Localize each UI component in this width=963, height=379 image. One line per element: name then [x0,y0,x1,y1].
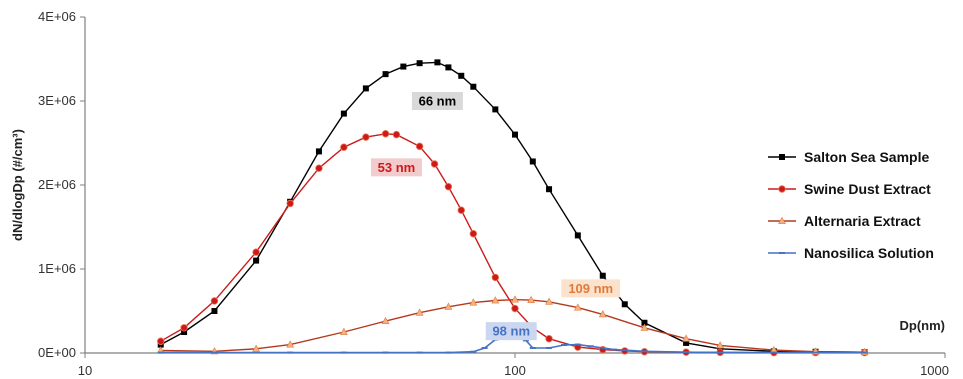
x-tick-label: 100 [504,363,526,378]
peak-label-background [411,92,463,110]
data-point [444,182,453,191]
legend-label: Swine Dust Extract [804,181,931,197]
data-point [640,323,649,331]
series-layer [156,59,869,357]
data-point [574,232,581,239]
legend-label: Alternaria Extract [804,213,921,229]
peak-label-text: 66 nm [419,94,457,109]
peak-label-text: 98 nm [492,324,530,339]
data-point [778,185,786,193]
data-point [392,130,401,139]
data-point [573,303,582,311]
x-tick-label: 1000 [920,363,949,378]
data-point [469,298,478,306]
data-point [527,295,535,303]
data-point [779,154,785,160]
data-point [430,160,439,168]
y-tick-label: 0E+00 [38,345,76,360]
data-point [470,83,477,90]
data-point [252,344,261,352]
data-point [683,339,690,346]
data-point [211,308,218,314]
data-point [546,186,553,193]
peak-label-text: 53 nm [378,160,416,175]
data-point [286,340,295,348]
peak-label-background [561,279,621,298]
y-axis-title: dN/dlogDp (#/cm³) [10,129,25,241]
data-point [315,148,322,155]
data-point [778,216,786,224]
data-point [340,143,348,151]
data-point [315,164,323,172]
data-point [339,327,348,335]
data-point [181,329,188,335]
data-point [445,64,452,71]
data-point [529,158,536,165]
data-point [157,337,165,345]
data-point [286,199,294,208]
data-point [491,273,500,282]
data-point [598,310,607,318]
data-point [458,72,465,79]
data-point [512,131,518,138]
data-point [381,130,390,138]
data-point [469,230,478,238]
data-point [340,110,347,117]
data-point [511,295,519,303]
series-swine-dust-extract [157,130,869,357]
peak-label-background [485,322,537,341]
y-tick-label: 4E+06 [38,9,76,24]
data-point [400,63,407,70]
peak-label-text: 109 nm [568,281,613,296]
peak-label: 53 nm [370,158,422,177]
data-point [457,206,465,214]
data-point [545,335,553,343]
data-point [210,297,219,305]
peak-label-background [370,158,422,177]
y-tick-label: 3E+06 [38,93,76,108]
data-point [362,133,370,141]
peak-label: 98 nm [485,322,537,341]
legend-label: Nanosilica Solution [804,245,934,261]
data-point [599,272,606,279]
y-tick-label: 2E+06 [38,177,76,192]
legend-label: Salton Sea Sample [804,149,929,165]
data-point [641,319,648,326]
data-point [444,302,453,310]
peak-label: 66 nm [411,92,463,110]
data-point [716,341,725,349]
data-point [492,106,499,113]
data-point [382,71,389,78]
x-axis-title: Dp(nm) [900,318,946,333]
legend-item: Swine Dust Extract [768,181,931,197]
legend: Salton Sea Sample Swine Dust Extract Alter… [768,149,934,261]
legend-item: Alternaria Extract [768,213,921,229]
x-tick-label: 10 [78,363,92,378]
data-point [434,59,441,66]
data-point [621,301,628,308]
data-point [252,248,260,256]
peak-annotations: 66 nm 53 nm 109 nm 98 nm [370,92,621,341]
data-point [416,60,423,67]
y-tick-label: 1E+06 [38,261,76,276]
data-point [362,85,369,92]
data-point [511,304,519,313]
peak-label: 109 nm [561,279,621,298]
data-point [180,324,188,332]
legend-item: Salton Sea Sample [768,149,929,165]
data-point [381,316,390,324]
data-point [491,296,500,304]
data-point [682,334,691,342]
data-point [415,142,424,151]
data-point [545,297,553,305]
data-point [415,308,424,316]
legend-item: Nanosilica Solution [768,245,934,261]
data-point [253,257,260,264]
